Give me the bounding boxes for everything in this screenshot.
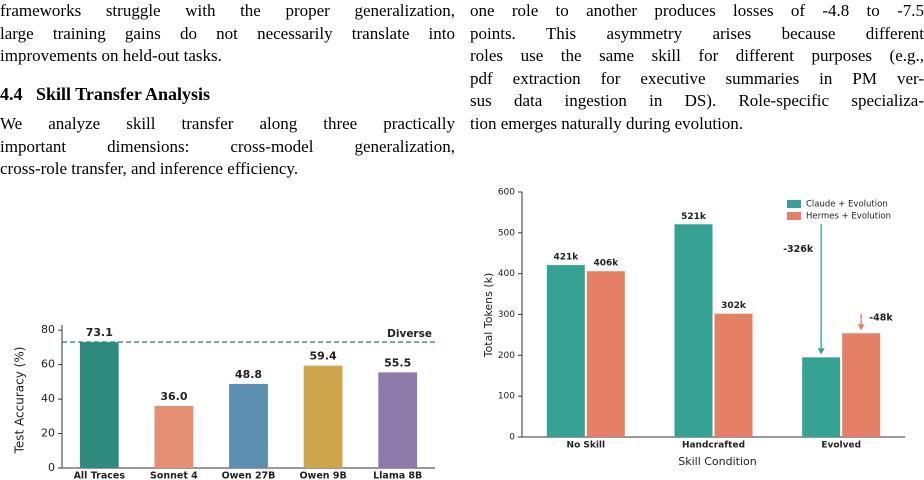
section-number: 4.4 [0,83,23,104]
text-line: frameworks struggle with the proper gene… [0,1,455,20]
y-tick-label: 60 [41,358,55,371]
arrow-head [817,348,825,355]
text-line: points. This asymmetry arises because di… [470,23,924,43]
text-line: one role to another produces losses of -… [470,1,924,20]
bar [154,405,194,468]
value-label: 421k [553,253,579,263]
legend-label: Claude + Evolution [806,200,888,210]
change-label: -48k [869,312,893,323]
paragraph: frameworks struggle with the proper gene… [0,0,455,68]
x-tick-label: All Traces [74,471,126,480]
bar [674,224,713,437]
arrow-head [857,324,865,331]
x-tick-label: Handcrafted [682,441,745,451]
bar [842,333,881,437]
text-line: important dimensions: cross-model genera… [0,136,455,156]
value-label: 302k [721,301,747,311]
text-line: large training gains do not necessarily … [0,23,455,43]
bar [378,372,418,468]
x-axis-label: Skill Condition [678,455,757,468]
y-axis-label: Test Accuracy (%) [13,347,27,455]
value-label: 48.8 [235,368,262,381]
bar [546,265,585,437]
y-tick-label: 200 [498,351,515,361]
bar [586,271,625,437]
value-label: 73.1 [86,326,113,339]
y-tick-label: 0 [48,461,55,474]
reference-label: Diverse [387,328,432,340]
value-label: 55.5 [384,356,411,369]
bar [303,365,343,468]
x-tick-label: Evolved [821,441,861,451]
bar [714,313,753,437]
y-tick-label: 0 [509,433,515,443]
text-line: tion emerges naturally during evolution. [470,113,744,133]
y-tick-label: 80 [41,323,55,336]
y-tick-label: 20 [41,427,55,440]
section-title: Skill Transfer Analysis [36,83,211,104]
legend-swatch [787,200,801,208]
change-label: -326k [783,244,814,255]
right-column: one role to another produces losses of -… [470,0,924,135]
y-tick-label: 100 [498,392,515,402]
x-tick-label: Llama 8B [373,471,422,480]
value-label: 59.4 [310,350,337,363]
text-line: We analyze skill transfer along three pr… [0,114,455,133]
y-tick-label: 500 [498,228,515,238]
section-heading: 4.4 Skill Transfer Analysis [0,83,455,106]
y-tick-label: 300 [498,310,515,320]
x-tick-label: Owen 9B [299,471,346,480]
legend-swatch [787,212,801,220]
y-axis-label: Total Tokens (k) [482,273,495,359]
text-line: pdf extraction for executive summaries i… [470,68,924,88]
bar [802,357,841,437]
legend-label: Hermes + Evolution [806,212,891,222]
value-label: 406k [593,259,619,269]
y-tick-label: 40 [41,392,55,405]
bar [229,383,268,468]
x-tick-label: Sonnet 4 [150,471,198,480]
value-label: 36.0 [160,390,187,403]
paragraph: We analyze skill transfer along three pr… [0,113,455,181]
y-tick-label: 400 [498,269,515,279]
y-tick-label: 600 [498,188,515,198]
text-line: cross-role transfer, and inference effic… [0,159,299,178]
text-line: roles use the same skill for different p… [470,46,924,65]
bar [79,342,119,468]
left-column: frameworks struggle with the proper gene… [0,0,455,181]
value-label: 521k [681,212,707,222]
x-tick-label: No Skill [567,441,606,451]
x-tick-label: Owen 27B [222,471,276,480]
text-line: sus data ingestion in DS). Role-specific… [470,91,924,110]
paragraph: one role to another produces losses of -… [470,0,924,135]
text-line: improvements on held-out tasks. [0,46,222,65]
